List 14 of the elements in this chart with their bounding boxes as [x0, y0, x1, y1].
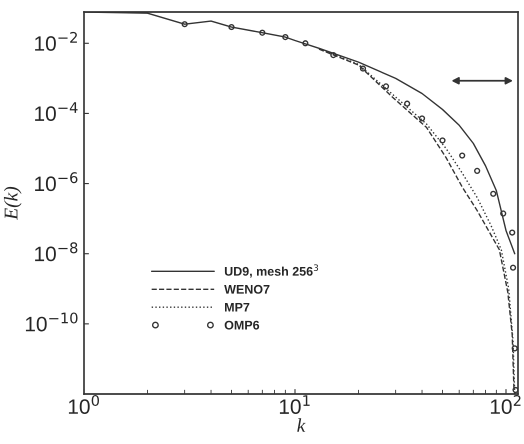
y-tick-label: 10$^{−10}$: [26, 312, 78, 332]
legend-label: OMP6: [224, 320, 260, 330]
y-axis-title: E(k): [4, 186, 22, 220]
x-tick-label: 10$^{2}$: [490, 395, 521, 414]
y-tick-label: 10$^{−4}$: [35, 102, 78, 122]
y-tick-label: 10$^{−8}$: [35, 242, 78, 262]
legend-label: MP7: [225, 302, 250, 312]
legend-label: WENO7: [224, 284, 270, 294]
y-tick-label: 10$^{−6}$: [35, 172, 78, 192]
x-tick-label: 10$^{1}$: [280, 395, 310, 414]
x-axis-title: k: [297, 418, 306, 432]
y-tick-label: 10$^{−2}$: [35, 32, 77, 51]
x-tick-label: 10$^{0}$: [68, 395, 100, 414]
legend-label: UD9, mesh 256$^{3}$: [224, 264, 318, 278]
